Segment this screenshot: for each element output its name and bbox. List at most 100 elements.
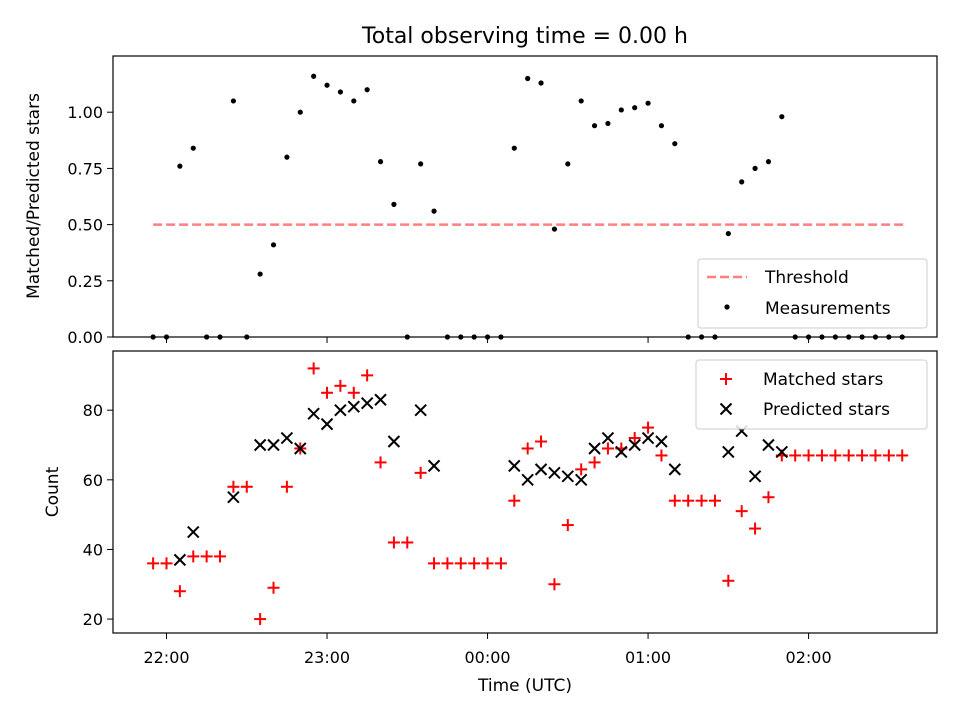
predicted-point xyxy=(574,473,588,487)
predicted-point xyxy=(294,442,307,455)
matched-point xyxy=(682,494,695,507)
cross-b xyxy=(360,397,374,410)
measurement-point xyxy=(551,226,558,232)
count-x-tick-label: 22:00 xyxy=(143,648,189,667)
predicted-point xyxy=(253,438,267,452)
cross-b xyxy=(334,403,347,417)
matched-point xyxy=(307,362,320,375)
matched-point xyxy=(735,505,748,518)
cross-b xyxy=(187,525,200,539)
predicted-point xyxy=(628,438,641,452)
matched-point xyxy=(628,432,641,445)
ratio-y-tick-label: 0.25 xyxy=(67,272,103,291)
cross-b xyxy=(307,407,320,420)
cross-b xyxy=(508,459,521,473)
cross-b xyxy=(762,438,775,452)
cross-b xyxy=(588,442,601,455)
count-y-axis-label: Count xyxy=(43,466,63,517)
measurement-point xyxy=(284,154,290,160)
measurement-point xyxy=(672,141,678,147)
measurement-point xyxy=(418,161,424,167)
matched-point xyxy=(722,574,735,587)
matched-point xyxy=(441,557,454,570)
matched-point xyxy=(347,386,360,399)
matched-point xyxy=(374,456,387,469)
measurement-point xyxy=(177,163,183,169)
ratio-axes-frame xyxy=(112,55,938,338)
cross-b xyxy=(719,402,733,416)
matched-point xyxy=(414,466,427,479)
legend-matched-label: Matched stars xyxy=(763,370,883,390)
measurement-point xyxy=(739,179,745,185)
count-legend: Matched stars Predicted stars xyxy=(695,359,928,430)
matched-point xyxy=(147,557,160,570)
measurement-point xyxy=(230,98,236,104)
cross-b xyxy=(387,435,401,448)
cross-b xyxy=(267,438,280,452)
count-y-tick-label: 60 xyxy=(83,471,103,490)
measurement-point xyxy=(632,105,638,111)
predicted-point xyxy=(173,553,187,567)
measurement-point xyxy=(779,114,785,120)
ratio-y-tick-label: 1.00 xyxy=(67,103,103,122)
matched-point xyxy=(387,536,400,549)
matched-point xyxy=(802,449,815,462)
cross-b xyxy=(414,403,427,417)
measurement-point xyxy=(337,89,344,95)
matched-point xyxy=(187,550,200,563)
matched-point xyxy=(173,585,186,598)
legend-measurements-label: Measurements xyxy=(765,299,891,319)
predicted-point xyxy=(387,435,401,448)
matched-point xyxy=(280,480,293,493)
matched-point xyxy=(334,379,347,392)
cross-b xyxy=(748,470,762,483)
measurement-point xyxy=(297,109,303,115)
matched-point xyxy=(267,581,280,594)
legend-predicted-swatch xyxy=(719,402,733,416)
matched-point xyxy=(842,449,855,462)
count-legend-box xyxy=(695,359,928,430)
matched-point xyxy=(588,456,601,469)
measurement-point xyxy=(538,80,544,86)
predicted-point xyxy=(588,442,601,455)
matched-point xyxy=(454,557,467,570)
matched-point xyxy=(642,421,655,434)
predicted-point xyxy=(227,491,240,504)
cross-b xyxy=(173,553,187,567)
ratio-panel: Total observing time = 0.00 h Matched/Pr… xyxy=(24,24,938,347)
predicted-point xyxy=(668,463,682,476)
matched-point xyxy=(481,557,494,570)
cross-b xyxy=(294,442,307,455)
measurement-point xyxy=(645,100,651,106)
count-y-tick-label: 80 xyxy=(83,401,103,420)
matched-point xyxy=(668,494,681,507)
predicted-point xyxy=(187,525,200,539)
count-x-tick-label: 02:00 xyxy=(786,648,832,667)
predicted-point xyxy=(548,466,561,480)
predicted-point xyxy=(615,445,628,459)
cross-b xyxy=(280,431,294,445)
count-panel: Count Time (UTC) 20 40 60 80 22:00 23:00 00:0… xyxy=(43,350,938,696)
matched-point xyxy=(762,491,775,504)
cross-b xyxy=(227,491,240,504)
matched-point xyxy=(548,578,561,591)
measurement-point xyxy=(377,159,384,165)
matched-point xyxy=(361,369,374,382)
predicted-point xyxy=(722,445,735,459)
predicted-point xyxy=(655,435,668,448)
predicted-point xyxy=(374,393,387,406)
legend-measurements-swatch xyxy=(724,304,730,310)
measurement-point xyxy=(257,271,263,277)
predicted-point xyxy=(320,417,334,431)
legend-predicted-label: Predicted stars xyxy=(763,400,890,420)
measurement-point xyxy=(725,230,731,237)
ratio-y-tick-label: 0.00 xyxy=(67,328,103,347)
predicted-point xyxy=(280,431,294,445)
matched-point xyxy=(200,550,213,563)
cross-b xyxy=(574,473,588,487)
matched-point xyxy=(227,480,240,493)
predicted-point xyxy=(748,470,762,483)
ratio-y-tick-label: 0.50 xyxy=(67,216,103,235)
matched-point xyxy=(695,494,708,507)
cross-b xyxy=(534,463,548,476)
